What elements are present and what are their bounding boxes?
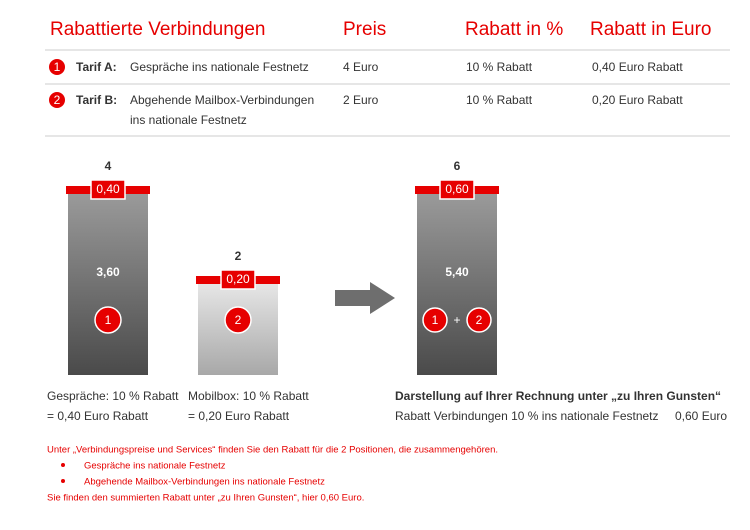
note-bullet: Gespräche ins nationale Festnetz <box>84 461 226 472</box>
bullet <box>61 479 65 483</box>
euro: 0,40 Euro Rabatt <box>592 60 683 74</box>
discount: 0,40 <box>96 182 120 196</box>
notes: Unter „Verbindungspreise und Services“ f… <box>47 445 498 504</box>
discount: 0,20 <box>226 272 250 286</box>
caption: = 0,20 Euro Rabatt <box>188 409 290 423</box>
percent: 10 % Rabatt <box>466 60 533 74</box>
total: 2 <box>235 249 242 263</box>
header: Rabatt in Euro <box>590 19 711 40</box>
caption-title: Darstellung auf Ihrer Rechnung unter „zu… <box>395 389 721 403</box>
tarif: Tarif A: <box>76 60 117 74</box>
marker: 1 <box>432 313 439 327</box>
description: Abgehende Mailbox-Verbindungen <box>130 93 314 107</box>
discount-box <box>90 179 126 200</box>
marker-circle <box>466 307 492 333</box>
caption-value: 0,60 Euro <box>675 409 727 423</box>
caption-text: Rabatt Verbindungen 10 % ins nationale F… <box>395 409 659 423</box>
caption: Mobilbox: 10 % Rabatt <box>188 389 309 403</box>
note-outro: Sie finden den summierten Rabatt unter „… <box>47 493 364 504</box>
bar <box>68 194 148 375</box>
marker: 2 <box>54 93 61 107</box>
discount-box <box>439 179 475 200</box>
marker: 1 <box>105 313 112 327</box>
header: Rabatt in % <box>465 19 563 40</box>
price: 4 Euro <box>343 60 379 74</box>
tarif: Tarif B: <box>76 93 117 107</box>
caption: Gespräche: 10 % Rabatt <box>47 389 179 403</box>
note-bullet: Abgehende Mailbox-Verbindungen ins natio… <box>84 477 325 488</box>
plus: + <box>453 313 460 327</box>
marker: 2 <box>235 313 242 327</box>
marker: 1 <box>54 60 61 74</box>
total: 4 <box>105 159 112 173</box>
arrow <box>335 282 395 314</box>
bullet <box>61 463 65 467</box>
table: Rabattierte Verbindungen Preis Rabatt in… <box>45 19 730 137</box>
caption: = 0,40 Euro Rabatt <box>47 409 149 423</box>
marker-circle <box>224 306 252 334</box>
price: 2 Euro <box>343 93 379 107</box>
marker-circle <box>94 306 122 334</box>
euro: 0,20 Euro Rabatt <box>592 93 683 107</box>
total: 6 <box>454 159 461 173</box>
header: Rabattierte Verbindungen <box>50 19 266 40</box>
bar-group: 4 0,40 3,60 1 Gespräche: 10 % Rabatt = 0… <box>47 159 179 423</box>
percent: 10 % Rabatt <box>466 93 533 107</box>
marker-circle <box>49 59 65 75</box>
note-intro: Unter „Verbindungspreise und Services“ f… <box>47 445 498 456</box>
header: Preis <box>343 19 386 40</box>
description: Gespräche ins nationale Festnetz <box>130 60 309 74</box>
discount-box <box>220 269 256 290</box>
description: ins nationale Festnetz <box>130 113 247 127</box>
bar-group: 6 0,60 5,40 1 + 2 Darstellung auf Ihrer … <box>395 159 727 423</box>
bar-group: 2 0,20 2 Mobilbox: 10 % Rabatt = 0,20 Eu… <box>188 249 309 423</box>
net: 5,40 <box>445 265 469 279</box>
bar <box>417 194 497 375</box>
discount: 0,60 <box>445 182 469 196</box>
net: 3,60 <box>96 265 120 279</box>
marker: 2 <box>476 313 483 327</box>
marker-circle <box>422 307 448 333</box>
marker-circle <box>49 92 65 108</box>
